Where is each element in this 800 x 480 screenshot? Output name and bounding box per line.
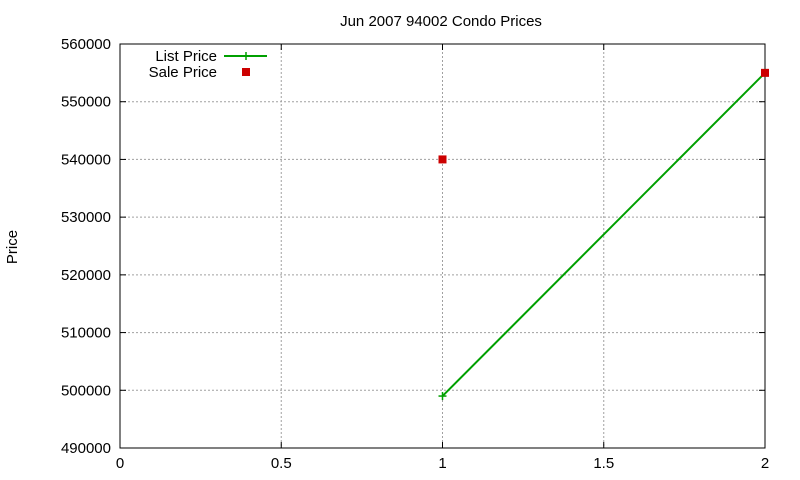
x-tick-label: 0.5 — [271, 455, 292, 472]
legend-marker-sale-price — [242, 68, 250, 76]
legend-marker-list-price — [242, 52, 250, 60]
legend-label-list-price: List Price — [155, 48, 217, 65]
sale-price-point — [761, 68, 769, 77]
x-tick-label: 1.5 — [593, 455, 614, 472]
grid — [120, 44, 765, 448]
list-price-series — [438, 68, 769, 401]
x-tick-label: 2 — [761, 455, 769, 472]
x-tick-label: 0 — [116, 455, 124, 472]
y-tick-label: 540000 — [61, 151, 111, 168]
plot-series — [438, 68, 769, 401]
y-tick-label: 490000 — [61, 440, 111, 457]
list-price-line — [441, 72, 766, 397]
sale-price-point — [438, 155, 447, 164]
chart-title: Jun 2007 94002 Condo Prices — [340, 13, 542, 30]
y-tick-label: 500000 — [61, 382, 111, 399]
y-axis-label: Price — [4, 230, 21, 264]
x-tick-label: 1 — [438, 455, 446, 472]
y-tick-label: 560000 — [61, 36, 111, 53]
y-tick-label: 530000 — [61, 209, 111, 226]
axis-ticks: 0 0.5 1 1.5 2 490000 500000 510000 520000 530000 5… — [61, 36, 769, 472]
list-price-point — [438, 392, 447, 401]
sale-price-series — [438, 68, 769, 164]
y-tick-label: 550000 — [61, 94, 111, 111]
y-tick-label: 520000 — [61, 267, 111, 284]
legend-label-sale-price: Sale Price — [149, 64, 217, 81]
y-tick-label: 510000 — [61, 325, 111, 342]
